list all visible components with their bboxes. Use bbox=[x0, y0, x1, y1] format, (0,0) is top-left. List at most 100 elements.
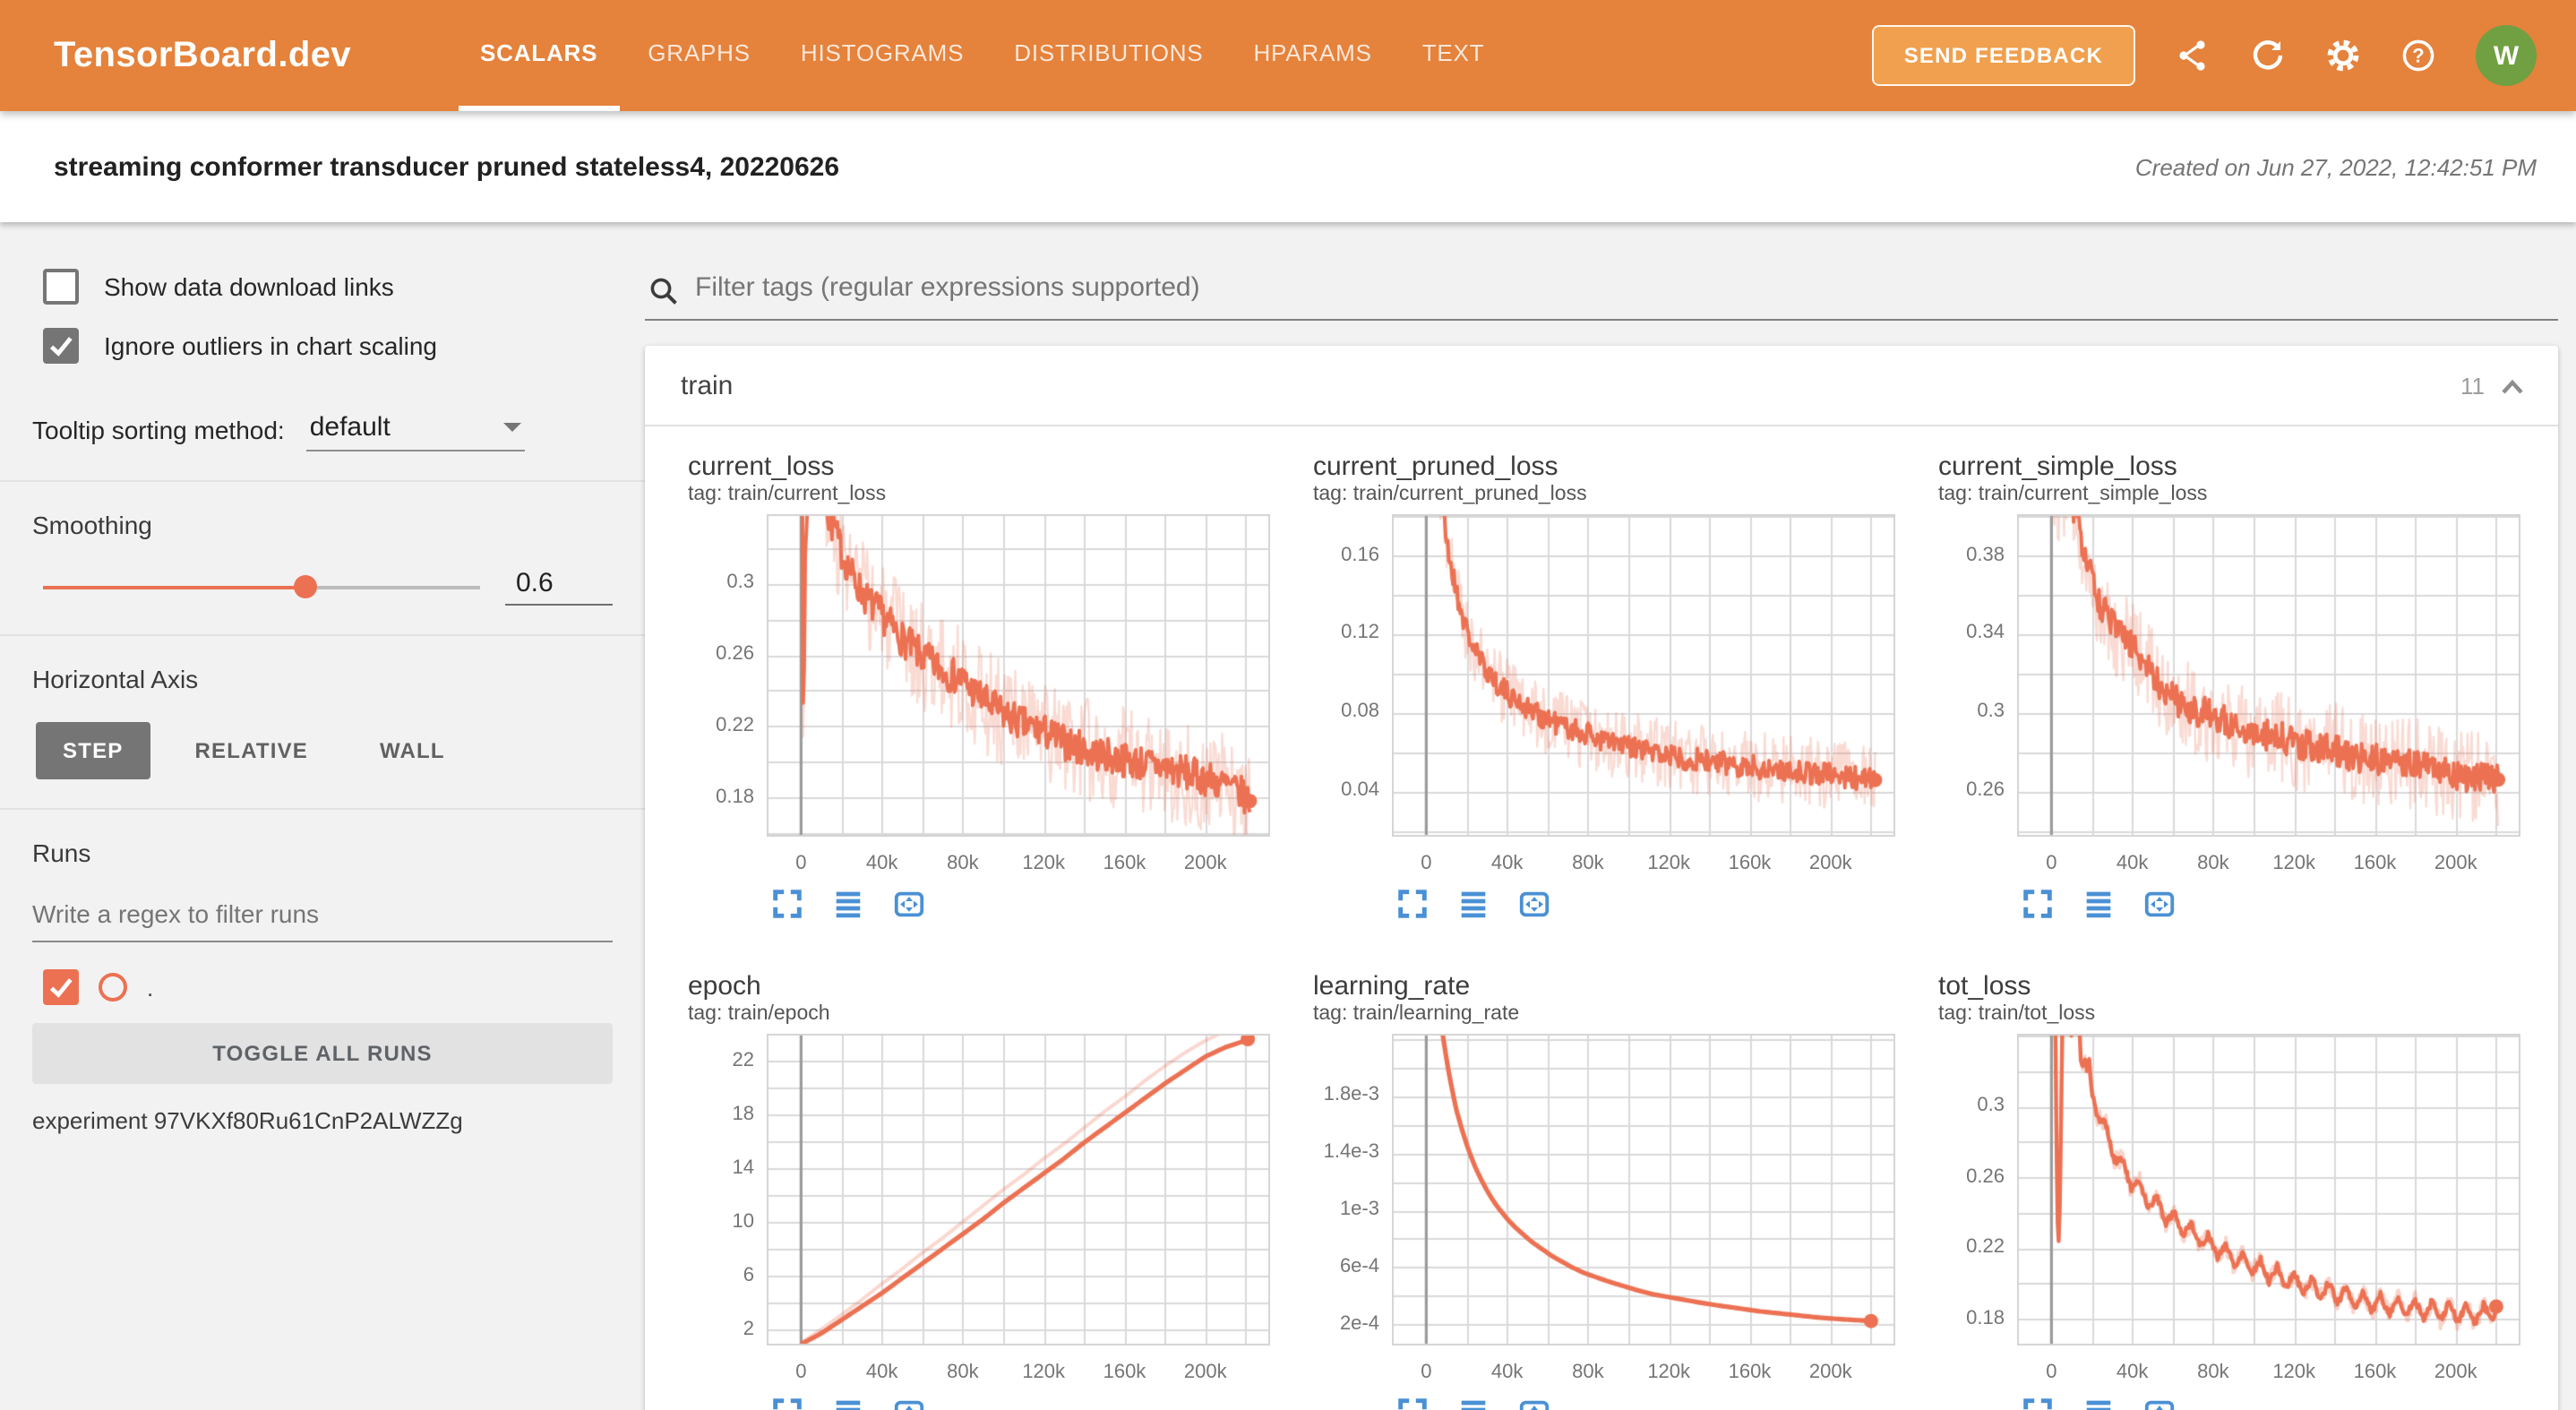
show-download-links-row[interactable]: Show data download links bbox=[32, 269, 613, 305]
x-tick-label: 80k bbox=[2197, 1362, 2229, 1383]
toggle-all-runs-button[interactable]: TOGGLE ALL RUNS bbox=[32, 1023, 613, 1084]
tab-distributions[interactable]: DISTRIBUTIONS bbox=[1014, 39, 1204, 66]
chart-tag: tag: train/learning_rate bbox=[1313, 1003, 1520, 1025]
chart-y-axis: 0.18 0.22 0.26 0.3 bbox=[1938, 1034, 2017, 1346]
content-area: Show data download links Ignore outliers… bbox=[0, 222, 2576, 1410]
data-table-icon[interactable] bbox=[2082, 887, 2116, 921]
y-tick-label: 0.18 bbox=[716, 786, 754, 808]
data-table-icon[interactable] bbox=[831, 887, 865, 921]
run-row[interactable]: . bbox=[43, 969, 613, 1005]
main-area: train 11 current_loss tag: train/current… bbox=[645, 222, 2576, 1410]
x-tick-label: 0 bbox=[1421, 1362, 1432, 1383]
fullscreen-icon[interactable] bbox=[1395, 1396, 1430, 1410]
settings-sidebar: Show data download links Ignore outliers… bbox=[0, 222, 645, 1410]
chart-plot-row: 0.18 0.22 0.26 0.3 0 40k 80k 120k 160k 200k bbox=[1938, 1034, 2520, 1385]
sidebar-divider bbox=[0, 480, 645, 482]
x-tick-label: 120k bbox=[1022, 1362, 1066, 1383]
fit-domain-icon[interactable] bbox=[1517, 1396, 1551, 1410]
experiment-created-timestamp: Created on Jun 27, 2022, 12:42:51 PM bbox=[2134, 153, 2537, 180]
axis-option-step[interactable]: STEP bbox=[36, 722, 150, 779]
run-name: . bbox=[147, 974, 154, 1001]
x-tick-label: 200k bbox=[2434, 1362, 2477, 1383]
y-tick-label: 0.26 bbox=[1966, 1165, 2005, 1188]
fit-domain-icon[interactable] bbox=[892, 1396, 926, 1410]
settings-icon[interactable] bbox=[2325, 38, 2361, 73]
x-tick-label: 0 bbox=[2046, 1362, 2057, 1383]
axis-option-wall[interactable]: WALL bbox=[353, 722, 472, 779]
tooltip-sorting-value: default bbox=[309, 412, 391, 443]
slider-thumb[interactable] bbox=[293, 575, 317, 598]
chart-canvas[interactable] bbox=[1392, 1034, 1895, 1346]
tab-text[interactable]: TEXT bbox=[1421, 39, 1485, 66]
smoothing-slider[interactable] bbox=[43, 575, 480, 598]
smoothing-value-field[interactable]: 0.6 bbox=[505, 568, 613, 606]
fit-domain-icon[interactable] bbox=[2142, 1396, 2177, 1410]
fit-domain-icon[interactable] bbox=[892, 887, 926, 921]
x-tick-label: 0 bbox=[1421, 853, 1432, 874]
run-checkbox[interactable] bbox=[43, 969, 79, 1005]
chart-x-axis: 0 40k 80k 120k 160k 200k bbox=[767, 1354, 1270, 1385]
chart-canvas[interactable] bbox=[767, 514, 1270, 837]
tab-graphs[interactable]: GRAPHS bbox=[648, 39, 751, 66]
tab-hparams[interactable]: HPARAMS bbox=[1253, 39, 1372, 66]
tooltip-sorting-select[interactable]: default bbox=[305, 412, 525, 451]
chart-tag: tag: train/current_loss bbox=[688, 484, 887, 505]
x-tick-label: 200k bbox=[1183, 853, 1227, 874]
data-table-icon[interactable] bbox=[2082, 1396, 2116, 1410]
filter-tags-input[interactable] bbox=[695, 262, 2555, 319]
chart-canvas[interactable] bbox=[2017, 514, 2520, 837]
chart-tile-learning_rate: learning_rate tag: train/learning_rate 2… bbox=[1313, 971, 1895, 1410]
refresh-icon[interactable] bbox=[2250, 38, 2286, 73]
send-feedback-button[interactable]: SEND FEEDBACK bbox=[1871, 25, 2135, 86]
axis-option-relative[interactable]: RELATIVE bbox=[168, 722, 336, 779]
show-download-links-checkbox[interactable] bbox=[43, 269, 79, 305]
app-bar-actions: SEND FEEDBACK ? W bbox=[1871, 0, 2576, 111]
app-bar: TensorBoard.dev SCALARS GRAPHS HISTOGRAMS D… bbox=[0, 0, 2576, 111]
chart-x-axis: 0 40k 80k 120k 160k 200k bbox=[1392, 846, 1895, 876]
x-tick-label: 160k bbox=[2353, 853, 2397, 874]
train-section-card: train 11 current_loss tag: train/current… bbox=[645, 346, 2558, 1410]
section-divider bbox=[645, 425, 2558, 426]
train-section-header[interactable]: train 11 bbox=[645, 346, 2558, 425]
chart-canvas[interactable] bbox=[1392, 514, 1895, 837]
share-icon[interactable] bbox=[2175, 38, 2211, 73]
chart-tile-current_loss: current_loss tag: train/current_loss 0.1… bbox=[688, 451, 1270, 921]
chart-plot: 0 40k 80k 120k 160k 200k bbox=[1392, 1034, 1895, 1385]
chart-x-axis: 0 40k 80k 120k 160k 200k bbox=[1392, 1354, 1895, 1385]
fullscreen-icon[interactable] bbox=[1395, 887, 1430, 921]
experiment-id: experiment 97VKXf80Ru61CnP2ALWZZg bbox=[32, 1107, 463, 1134]
fullscreen-icon[interactable] bbox=[2021, 887, 2055, 921]
tab-histograms[interactable]: HISTOGRAMS bbox=[800, 39, 965, 66]
y-tick-label: 0.34 bbox=[1966, 622, 2005, 644]
y-tick-label: 0.04 bbox=[1341, 779, 1379, 802]
fullscreen-icon[interactable] bbox=[770, 1396, 804, 1410]
data-table-icon[interactable] bbox=[1456, 1396, 1490, 1410]
fit-domain-icon[interactable] bbox=[2142, 887, 2177, 921]
chart-canvas[interactable] bbox=[767, 1034, 1270, 1346]
fullscreen-icon[interactable] bbox=[2021, 1396, 2055, 1410]
chart-canvas[interactable] bbox=[2017, 1034, 2520, 1346]
chart-plot-row: 0.04 0.08 0.12 0.16 0 40k 80k 120k 160k 200k bbox=[1313, 514, 1895, 876]
ignore-outliers-checkbox[interactable] bbox=[43, 328, 79, 364]
data-table-icon[interactable] bbox=[1456, 887, 1490, 921]
run-color-swatch[interactable] bbox=[99, 973, 127, 1002]
chevron-up-icon[interactable] bbox=[2499, 375, 2526, 397]
chart-tag: tag: train/epoch bbox=[688, 1003, 830, 1025]
chart-plot: 0 40k 80k 120k 160k 200k bbox=[767, 1034, 1270, 1385]
x-tick-label: 40k bbox=[2116, 853, 2149, 874]
fullscreen-icon[interactable] bbox=[770, 887, 804, 921]
user-avatar[interactable]: W bbox=[2476, 25, 2537, 86]
horizontal-axis-options: STEP RELATIVE WALL bbox=[36, 722, 613, 779]
experiment-title: streaming conformer transducer pruned st… bbox=[54, 151, 840, 182]
tab-scalars[interactable]: SCALARS bbox=[459, 0, 620, 111]
y-tick-label: 1.8e-3 bbox=[1323, 1084, 1379, 1106]
smoothing-label: Smoothing bbox=[32, 511, 152, 539]
ignore-outliers-row[interactable]: Ignore outliers in chart scaling bbox=[32, 328, 613, 364]
data-table-icon[interactable] bbox=[831, 1396, 865, 1410]
runs-regex-input[interactable] bbox=[32, 896, 613, 942]
slider-fill bbox=[43, 586, 305, 589]
experiment-bar: streaming conformer transducer pruned st… bbox=[0, 111, 2576, 222]
fit-domain-icon[interactable] bbox=[1517, 887, 1551, 921]
help-icon[interactable]: ? bbox=[2400, 38, 2436, 73]
